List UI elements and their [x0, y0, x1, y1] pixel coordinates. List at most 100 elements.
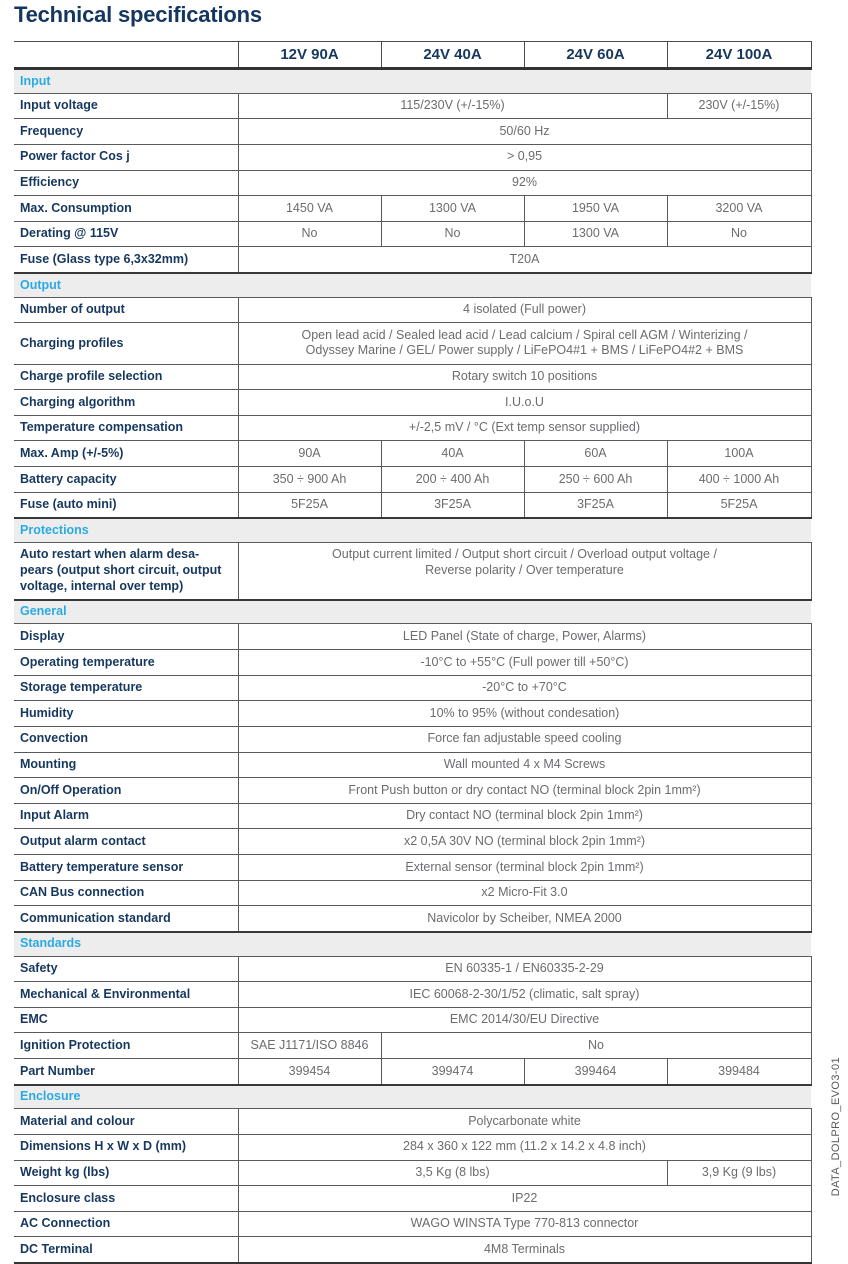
- table-row: Material and colour Polycarbonate white: [14, 1108, 812, 1135]
- section-header: Enclosure: [14, 1083, 811, 1110]
- column-header: 12V 90A: [237, 41, 381, 70]
- row-label: Safety: [14, 956, 238, 983]
- table-row: Humidity 10% to 95% (without condesation): [14, 700, 812, 727]
- row-value: IEC 60068-2-30/1/52 (climatic, salt spra…: [237, 981, 812, 1008]
- row-value: Dry contact NO (terminal block 2pin 1mm²…: [237, 803, 812, 830]
- spec-table-body: Input Input voltage 115/230V (+/-15%) 230V …: [14, 67, 812, 1264]
- table-row: AC Connection WAGO WINSTA Type 770-813 co…: [14, 1211, 812, 1238]
- table-row: Storage temperature -20°C to +70°C: [14, 675, 812, 702]
- row-label: Battery temperature sensor: [14, 854, 238, 881]
- row-label: Mounting: [14, 752, 238, 779]
- page-title: Technical specifications: [14, 2, 262, 27]
- table-row: Input Alarm Dry contact NO (terminal bloc…: [14, 803, 812, 830]
- row-value: 399474: [380, 1058, 524, 1086]
- row-value: 60A: [523, 440, 667, 467]
- row-value: 350 ÷ 900 Ah: [237, 466, 381, 493]
- document-reference-label: DATA_DOLPRO_EVO3-01: [830, 1056, 842, 1196]
- row-label: Material and colour: [14, 1108, 238, 1135]
- row-value: 250 ÷ 600 Ah: [523, 466, 667, 493]
- table-row: Battery temperature sensor External senso…: [14, 854, 812, 881]
- row-label: Charging algorithm: [14, 389, 238, 416]
- row-value: 399464: [523, 1058, 667, 1086]
- row-value: IP22: [237, 1185, 812, 1212]
- column-header: 24V 60A: [523, 41, 667, 70]
- row-label: Communication standard: [14, 905, 238, 933]
- row-value: EMC 2014/30/EU Directive: [237, 1007, 812, 1034]
- table-row: Battery capacity 350 ÷ 900 Ah 200 ÷ 400 Ah…: [14, 466, 812, 493]
- row-label: Operating temperature: [14, 649, 238, 676]
- table-row: Efficiency 92%: [14, 170, 812, 197]
- row-value: 1300 VA: [380, 195, 524, 222]
- table-row: Temperature compensation +/-2,5 mV / °C (…: [14, 415, 812, 442]
- row-value: Open lead acid / Sealed lead acid / Lead…: [237, 322, 812, 365]
- row-label: Charging profiles: [14, 322, 238, 365]
- row-value: 284 x 360 x 122 mm (11.2 x 14.2 x 4.8 in…: [237, 1134, 812, 1161]
- row-value: -10°C to +55°C (Full power till +50°C): [237, 649, 812, 676]
- section-row: General: [14, 598, 811, 625]
- row-label: Display: [14, 623, 238, 650]
- row-value: 100A: [666, 440, 812, 467]
- table-row: Power factor Cos j > 0,95: [14, 144, 812, 171]
- row-value: 3,5 Kg (8 lbs): [237, 1160, 667, 1187]
- row-value: LED Panel (State of charge, Power, Alarm…: [237, 623, 812, 650]
- table-row: Max. Consumption 1450 VA 1300 VA 1950 VA 320…: [14, 195, 812, 222]
- row-label: Ignition Protection: [14, 1032, 238, 1059]
- row-label: Enclosure class: [14, 1185, 238, 1212]
- table-row: Enclosure class IP22: [14, 1185, 812, 1212]
- row-label: Convection: [14, 726, 238, 753]
- section-header: Protections: [14, 517, 811, 543]
- row-value: No: [380, 221, 524, 248]
- table-row: Charge profile selection Rotary switch 10…: [14, 364, 812, 391]
- section-row: Protections: [14, 517, 811, 543]
- row-value: Rotary switch 10 positions: [237, 364, 812, 391]
- row-value: No: [666, 221, 812, 248]
- section-row: Output: [14, 271, 811, 298]
- row-value: Polycarbonate white: [237, 1108, 812, 1135]
- table-row: Dimensions H x W x D (mm) 284 x 360 x 122…: [14, 1134, 812, 1161]
- row-value: 399454: [237, 1058, 381, 1086]
- row-label: Max. Amp (+/-5%): [14, 440, 238, 467]
- section-header: General: [14, 598, 811, 625]
- row-value: x2 Micro-Fit 3.0: [237, 880, 812, 907]
- row-value: 5F25A: [666, 492, 812, 519]
- row-label: Max. Consumption: [14, 195, 238, 222]
- table-row: DC Terminal 4M8 Terminals: [14, 1236, 812, 1264]
- row-value: No: [237, 221, 381, 248]
- table-row: Charging algorithm I.U.o.U: [14, 389, 812, 416]
- spec-table-head: 12V 90A 24V 40A 24V 60A 24V 100A: [14, 41, 812, 70]
- row-label: Charge profile selection: [14, 364, 238, 391]
- row-label: Input Alarm: [14, 803, 238, 830]
- row-value: 92%: [237, 170, 812, 197]
- row-label: Output alarm contact: [14, 828, 238, 855]
- section-row: Standards: [14, 930, 811, 957]
- row-value: 3F25A: [380, 492, 524, 519]
- row-value: External sensor (terminal block 2pin 1mm…: [237, 854, 812, 881]
- column-header: 24V 100A: [666, 41, 812, 70]
- row-label: AC Connection: [14, 1211, 238, 1238]
- table-row: On/Off Operation Front Push button or dry…: [14, 777, 812, 804]
- row-value: 4M8 Terminals: [237, 1236, 812, 1264]
- table-row: Communication standard Navicolor by Schei…: [14, 905, 812, 933]
- table-row: Display LED Panel (State of charge, Power…: [14, 623, 812, 650]
- row-label: Derating @ 115V: [14, 221, 238, 248]
- table-row: Ignition Protection SAE J1171/ISO 8846 No: [14, 1032, 812, 1059]
- row-value: WAGO WINSTA Type 770-813 connector: [237, 1211, 812, 1238]
- row-label: Number of output: [14, 297, 238, 324]
- row-value: EN 60335-1 / EN60335-2-29: [237, 956, 812, 983]
- row-label: DC Terminal: [14, 1236, 238, 1264]
- row-value: 90A: [237, 440, 381, 467]
- row-label: Battery capacity: [14, 466, 238, 493]
- table-row: Safety EN 60335-1 / EN60335-2-29: [14, 956, 812, 983]
- row-label: Auto restart when alarm desa- pears (out…: [14, 542, 238, 601]
- row-label: Temperature compensation: [14, 415, 238, 442]
- row-label: CAN Bus connection: [14, 880, 238, 907]
- row-value: 50/60 Hz: [237, 118, 812, 145]
- table-row: Input voltage 115/230V (+/-15%) 230V (+/-1…: [14, 93, 812, 120]
- table-row: Operating temperature -10°C to +55°C (Ful…: [14, 649, 812, 676]
- table-row: Number of output 4 isolated (Full power): [14, 297, 812, 324]
- table-row: Derating @ 115V No No 1300 VA No: [14, 221, 812, 248]
- row-label: Storage temperature: [14, 675, 238, 702]
- row-value: x2 0,5A 30V NO (terminal block 2pin 1mm²…: [237, 828, 812, 855]
- row-value: 5F25A: [237, 492, 381, 519]
- row-value: -20°C to +70°C: [237, 675, 812, 702]
